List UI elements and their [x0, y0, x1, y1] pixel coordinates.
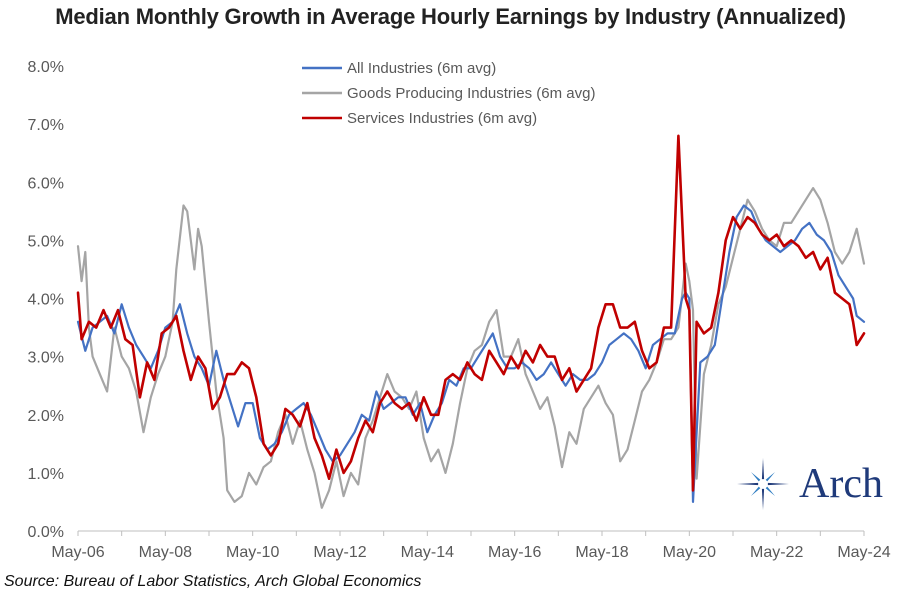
x-tick-label: May-10 — [226, 544, 279, 561]
x-tick-label: May-08 — [139, 544, 192, 561]
y-tick-label: 4.0% — [28, 292, 64, 309]
logo-star-ray — [761, 488, 765, 510]
x-tick-label: May-22 — [750, 544, 803, 561]
y-tick-label: 0.0% — [28, 524, 64, 541]
logo-star-ray — [765, 471, 776, 482]
y-tick-label: 3.0% — [28, 350, 64, 367]
series-line-goods-producing — [76, 187, 866, 509]
logo-star-ray — [750, 471, 761, 482]
y-tick-label: 6.0% — [28, 175, 64, 192]
series-layer — [76, 134, 866, 509]
logo-star-ray — [761, 458, 765, 480]
legend: All Industries (6m avg) Goods Producing I… — [302, 60, 595, 127]
arch-logo: Arch — [737, 458, 883, 510]
series-line-all-industries — [76, 204, 866, 503]
y-axis: 0.0% 1.0% 2.0% 3.0% 4.0% 5.0% 6.0% 7.0% 8.0% — [28, 59, 64, 541]
logo-star-ray — [765, 486, 776, 497]
legend-label: Services Industries (6m avg) — [347, 110, 537, 127]
y-tick-label: 2.0% — [28, 408, 64, 425]
logo-star-ray — [737, 482, 759, 486]
y-tick-label: 5.0% — [28, 233, 64, 250]
logo-star-ray — [767, 482, 789, 486]
compass-star-icon — [737, 458, 789, 510]
x-tick-label: May-24 — [837, 544, 890, 561]
x-tick-label: May-06 — [51, 544, 104, 561]
x-tick-label: May-12 — [313, 544, 366, 561]
logo-text: Arch — [799, 461, 883, 507]
x-tick-label: May-14 — [401, 544, 454, 561]
x-tick-label: May-18 — [575, 544, 628, 561]
x-tick-label: May-20 — [663, 544, 716, 561]
x-axis: May-06 May-08 May-10 May-12 May-14 May-16 May-… — [51, 530, 891, 561]
legend-label: Goods Producing Industries (6m avg) — [347, 85, 595, 102]
x-tick-label: May-16 — [488, 544, 541, 561]
series-line-services — [76, 134, 866, 492]
logo-star-ray — [750, 486, 761, 497]
y-tick-label: 8.0% — [28, 59, 64, 76]
y-tick-label: 1.0% — [28, 466, 64, 483]
source-note: Source: Bureau of Labor Statistics, Arch… — [4, 573, 422, 590]
chart-title: Median Monthly Growth in Average Hourly … — [55, 4, 846, 29]
y-tick-label: 7.0% — [28, 117, 64, 134]
legend-label: All Industries (6m avg) — [347, 60, 496, 77]
